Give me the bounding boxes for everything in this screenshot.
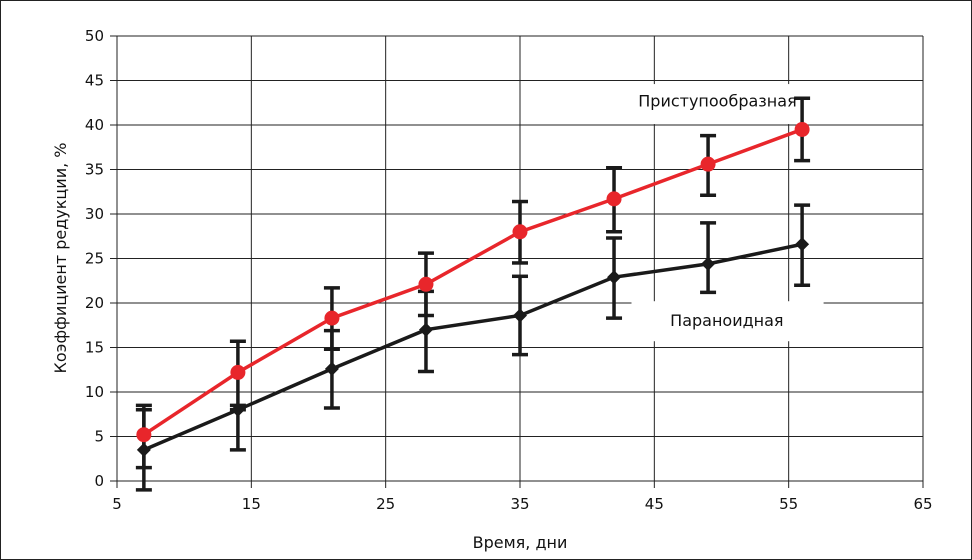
x-tick-label: 35	[510, 495, 529, 513]
x-tick-label: 15	[242, 495, 261, 513]
y-tick-label: 40	[85, 116, 104, 134]
data-point	[794, 121, 810, 137]
grid-lines	[110, 35, 924, 488]
series-layer	[135, 96, 811, 492]
data-point	[606, 191, 622, 207]
y-tick-label: 15	[85, 339, 104, 357]
data-point	[418, 276, 434, 292]
data-point	[230, 364, 246, 380]
x-tick-label: 25	[376, 495, 395, 513]
y-tick-label: 25	[85, 250, 104, 268]
series-line	[142, 127, 803, 437]
y-tick-label: 45	[85, 72, 104, 90]
y-tick-label: 5	[94, 428, 104, 446]
y-tick-label: 10	[85, 383, 104, 401]
x-tick-label: 45	[645, 495, 664, 513]
data-point	[418, 322, 433, 337]
data-point	[701, 256, 716, 271]
data-point	[607, 270, 622, 285]
data-point	[513, 308, 527, 323]
x-tick-label: 5	[112, 495, 122, 513]
data-point	[136, 427, 152, 443]
series-paranoidnaya	[135, 203, 811, 492]
y-tick-label: 20	[85, 294, 104, 312]
x-axis-title: Время, дни	[473, 533, 568, 552]
x-tick-label: 55	[779, 495, 798, 513]
x-tick-label: 65	[913, 495, 932, 513]
y-tick-label: 50	[85, 27, 104, 45]
data-point	[700, 156, 716, 172]
series-labels: Приступообразная Параноидная	[638, 91, 796, 330]
series-line	[143, 242, 803, 452]
data-point	[324, 361, 339, 376]
data-point	[324, 310, 340, 326]
series-label-pristupoobraznaya: Приступообразная	[638, 91, 796, 110]
y-tick-label: 35	[85, 161, 104, 179]
y-axis-title: Коэффициент редукции, %	[51, 143, 70, 374]
data-point	[512, 224, 528, 240]
label-background	[622, 84, 815, 125]
label-background	[631, 301, 824, 342]
series-label-paranoidnaya: Параноидная	[670, 311, 783, 330]
y-tick-label: 0	[94, 472, 104, 490]
y-tick-label: 30	[85, 205, 104, 223]
series-pristupoobraznaya	[135, 96, 811, 470]
data-point	[795, 237, 810, 252]
